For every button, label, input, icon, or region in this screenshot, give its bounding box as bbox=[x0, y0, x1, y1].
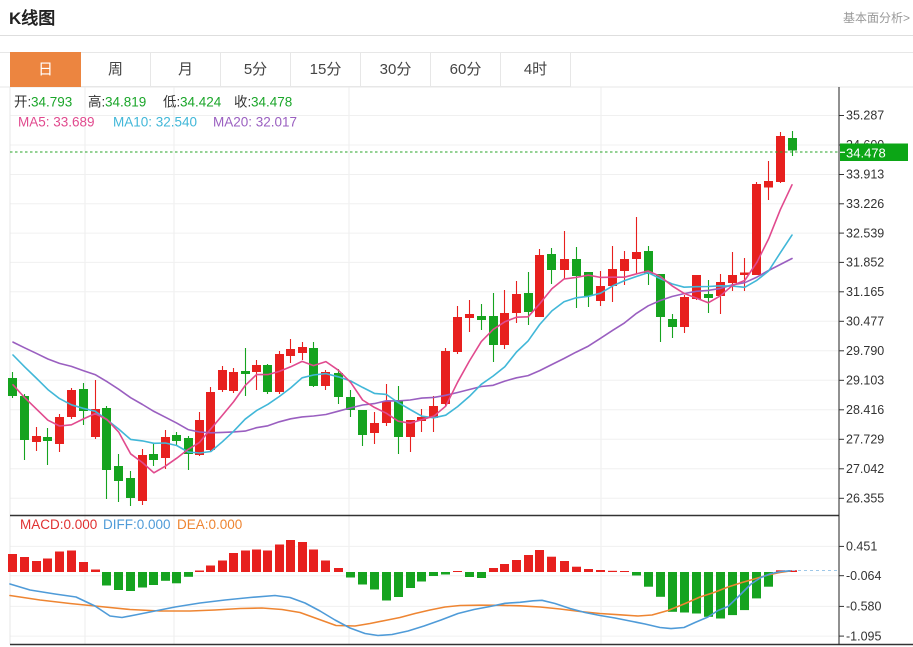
svg-text:31.165: 31.165 bbox=[846, 285, 884, 299]
svg-text:33.913: 33.913 bbox=[846, 168, 884, 182]
svg-text:35.287: 35.287 bbox=[846, 109, 884, 123]
svg-text:30.477: 30.477 bbox=[846, 315, 884, 329]
svg-text:34.478: 34.478 bbox=[251, 95, 292, 110]
svg-text:低:: 低: bbox=[163, 95, 180, 110]
svg-text:32.539: 32.539 bbox=[846, 226, 884, 240]
svg-text:34.478: 34.478 bbox=[846, 146, 886, 161]
svg-text:收:: 收: bbox=[234, 95, 251, 110]
svg-text:29.790: 29.790 bbox=[846, 344, 884, 358]
svg-text:开:: 开: bbox=[14, 95, 31, 110]
svg-text:MA10: 32.540: MA10: 32.540 bbox=[113, 115, 197, 130]
svg-text:MACD:0.000: MACD:0.000 bbox=[20, 517, 97, 532]
svg-text:28.416: 28.416 bbox=[846, 403, 884, 417]
svg-text:27.729: 27.729 bbox=[846, 433, 884, 447]
svg-text:34.793: 34.793 bbox=[31, 95, 72, 110]
svg-text:27.042: 27.042 bbox=[846, 462, 884, 476]
svg-text:DEA:0.000: DEA:0.000 bbox=[177, 517, 242, 532]
svg-text:-1.095: -1.095 bbox=[846, 629, 881, 643]
svg-text:26.355: 26.355 bbox=[846, 492, 884, 506]
svg-text:高:: 高: bbox=[88, 94, 105, 110]
svg-text:33.226: 33.226 bbox=[846, 197, 884, 211]
svg-text:34.424: 34.424 bbox=[180, 95, 222, 110]
svg-text:-0.064: -0.064 bbox=[846, 569, 881, 583]
svg-text:MA20: 32.017: MA20: 32.017 bbox=[213, 115, 297, 130]
svg-text:0.451: 0.451 bbox=[846, 540, 877, 554]
svg-text:-0.580: -0.580 bbox=[846, 600, 881, 614]
svg-text:31.852: 31.852 bbox=[846, 256, 884, 270]
svg-text:MA5: 33.689: MA5: 33.689 bbox=[18, 115, 95, 130]
svg-text:34.819: 34.819 bbox=[105, 95, 146, 110]
svg-text:29.103: 29.103 bbox=[846, 374, 884, 388]
svg-text:DIFF:0.000: DIFF:0.000 bbox=[103, 517, 171, 532]
